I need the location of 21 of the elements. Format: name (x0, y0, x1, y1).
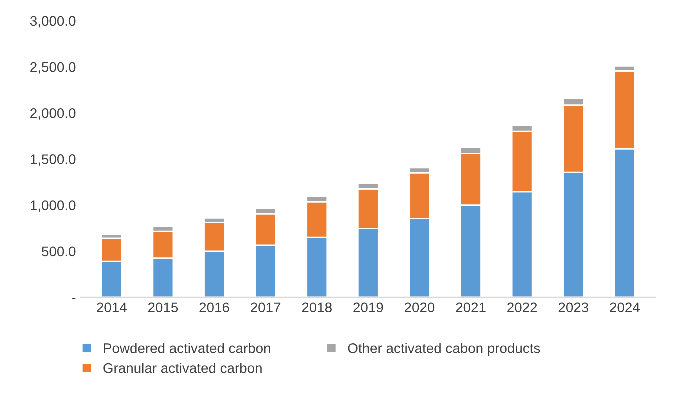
x-tick-label: 2019 (354, 302, 384, 313)
x-tick-label: 2016 (200, 302, 230, 313)
x-tick-label: 2020 (404, 302, 435, 313)
legend-label: Granular activated carbon (104, 363, 262, 374)
x-tick-label: 2017 (251, 302, 281, 313)
y-tick-label: 500.0 (42, 246, 76, 257)
x-tick-label: 2014 (97, 302, 127, 313)
x-tick-label: 2015 (148, 302, 178, 313)
y-tick-label: - (72, 298, 76, 300)
y-tick-label: 2,500.0 (30, 62, 76, 74)
x-tick-label: 2021 (456, 302, 486, 313)
x-tick-label: 2022 (508, 302, 538, 313)
x-tick-label: 2023 (558, 302, 588, 313)
x-tick-label: 2018 (302, 302, 332, 313)
legend-label: Other activated cabon products (348, 343, 540, 356)
y-tick-label: 3,000.0 (30, 16, 76, 28)
y-tick-label: 1,500.0 (30, 154, 76, 166)
y-tick-label: 1,000.0 (30, 200, 76, 212)
legend-label: Powdered activated carbon (104, 343, 270, 354)
y-tick-label: 2,000.0 (30, 108, 76, 120)
x-tick-label: 2024 (610, 302, 640, 313)
